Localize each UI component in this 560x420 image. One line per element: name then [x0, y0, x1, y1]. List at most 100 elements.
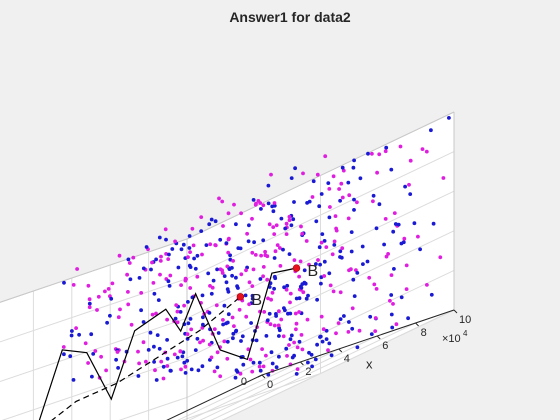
x-tick	[453, 309, 458, 314]
scatter-point-magenta	[116, 315, 121, 320]
scatter-point-magenta	[294, 327, 298, 332]
scatter-point-blue	[157, 235, 162, 240]
scatter-point-magenta	[168, 273, 173, 278]
scatter-point-blue	[200, 293, 205, 298]
scatter-point-magenta	[328, 205, 332, 209]
scatter-point-blue	[258, 277, 263, 281]
scatter-point-blue	[136, 374, 141, 378]
scatter-point-magenta	[274, 223, 279, 228]
scatter-point-magenta	[220, 199, 225, 204]
scatter-point-blue	[322, 239, 327, 243]
scatter-point-magenta	[299, 333, 304, 337]
scatter-point-blue	[152, 360, 157, 364]
scatter-point-blue	[155, 333, 160, 337]
scatter-point-blue	[70, 329, 74, 333]
scatter-point-magenta	[371, 199, 375, 204]
scatter-point-blue	[352, 208, 356, 212]
scatter-point-blue	[314, 219, 319, 224]
scatter-point-blue	[289, 176, 294, 181]
scatter-point-blue	[281, 247, 285, 252]
scatter-point-magenta	[173, 239, 178, 244]
scatter-point-magenta	[383, 149, 388, 154]
scatter-point-blue	[187, 263, 192, 268]
scatter-point-blue	[152, 291, 157, 296]
scatter-point-blue	[389, 293, 394, 297]
scatter-point-blue	[181, 350, 186, 355]
scatter-point-magenta	[300, 231, 305, 236]
scatter-point-magenta	[420, 147, 425, 152]
scatter-point-blue	[384, 145, 389, 150]
scatter-point-blue	[170, 247, 175, 251]
scatter-point-blue	[429, 128, 433, 133]
scatter-point-magenta	[330, 252, 335, 257]
scatter-point-blue	[319, 275, 324, 280]
scatter-point-magenta	[232, 324, 236, 328]
scatter-point-blue	[62, 352, 66, 357]
scatter-point-blue	[338, 255, 342, 259]
scatter-point-blue	[351, 165, 356, 170]
scatter-point-magenta	[264, 353, 268, 358]
scatter-point-blue	[169, 368, 173, 373]
scatter-point-magenta	[372, 282, 377, 287]
scatter-point-magenta	[247, 280, 252, 285]
scatter-point-blue	[187, 246, 192, 250]
scatter-point-blue	[167, 252, 171, 257]
scatter-point-blue	[355, 271, 360, 275]
scatter-point-magenta	[244, 268, 248, 273]
scatter-point-magenta	[251, 267, 256, 272]
scatter-point-magenta	[96, 294, 101, 299]
scatter-point-magenta	[261, 364, 266, 369]
scatter-point-magenta	[182, 303, 187, 308]
scatter-point-magenta	[373, 316, 378, 320]
scatter-point-magenta	[71, 283, 76, 287]
scatter-point-blue	[254, 338, 259, 343]
scatter-point-blue	[320, 339, 325, 344]
scatter-point-blue	[374, 226, 379, 231]
scatter-point-blue	[116, 366, 120, 370]
scatter-point-magenta	[110, 281, 115, 286]
scatter-point-blue	[180, 354, 185, 359]
scatter-point-blue	[293, 166, 297, 171]
scatter-point-magenta	[190, 226, 195, 231]
scatter-point-blue	[431, 221, 436, 226]
x-tick-label: 10	[459, 314, 471, 326]
scatter-point-magenta	[226, 211, 231, 216]
scatter-point-blue	[319, 281, 323, 286]
scatter-point-blue	[164, 237, 168, 242]
scatter-point-blue	[292, 200, 296, 204]
scatter-point-blue	[306, 293, 310, 298]
scatter-point-magenta	[226, 237, 231, 242]
scatter-point-blue	[224, 321, 229, 326]
scatter-point-blue	[291, 217, 296, 222]
scatter-point-blue	[228, 253, 233, 258]
scatter-point-blue	[299, 285, 304, 290]
scatter-point-blue	[318, 335, 322, 339]
scatter-point-blue	[297, 339, 302, 344]
scatter-point-blue	[302, 268, 307, 273]
scatter-point-magenta	[297, 310, 301, 314]
scatter-point-blue	[351, 277, 356, 282]
scatter-point-magenta	[159, 254, 163, 259]
scatter-point-magenta	[175, 309, 180, 314]
scatter-point-blue	[266, 372, 271, 377]
scatter-point-blue	[238, 246, 243, 251]
scatter-point-magenta	[355, 200, 359, 205]
scatter-point-magenta	[87, 305, 92, 310]
scatter-point-magenta	[279, 317, 284, 322]
scatter-point-blue	[114, 357, 118, 362]
scatter-point-magenta	[178, 349, 183, 354]
scatter-point-blue	[309, 352, 314, 357]
scatter-point-blue	[250, 296, 255, 301]
scatter-point-blue	[192, 256, 197, 261]
scatter-point-blue	[368, 314, 373, 319]
scatter-point-magenta	[208, 242, 213, 247]
scatter-point-magenta	[332, 239, 337, 244]
scatter-point-blue	[282, 285, 286, 290]
scatter-point-magenta	[408, 158, 413, 163]
scatter-point-magenta	[331, 174, 336, 179]
scatter-point-blue	[154, 257, 159, 262]
scatter-point-blue	[311, 179, 316, 184]
scatter-point-blue	[274, 365, 279, 370]
scatter-point-blue	[313, 357, 318, 362]
